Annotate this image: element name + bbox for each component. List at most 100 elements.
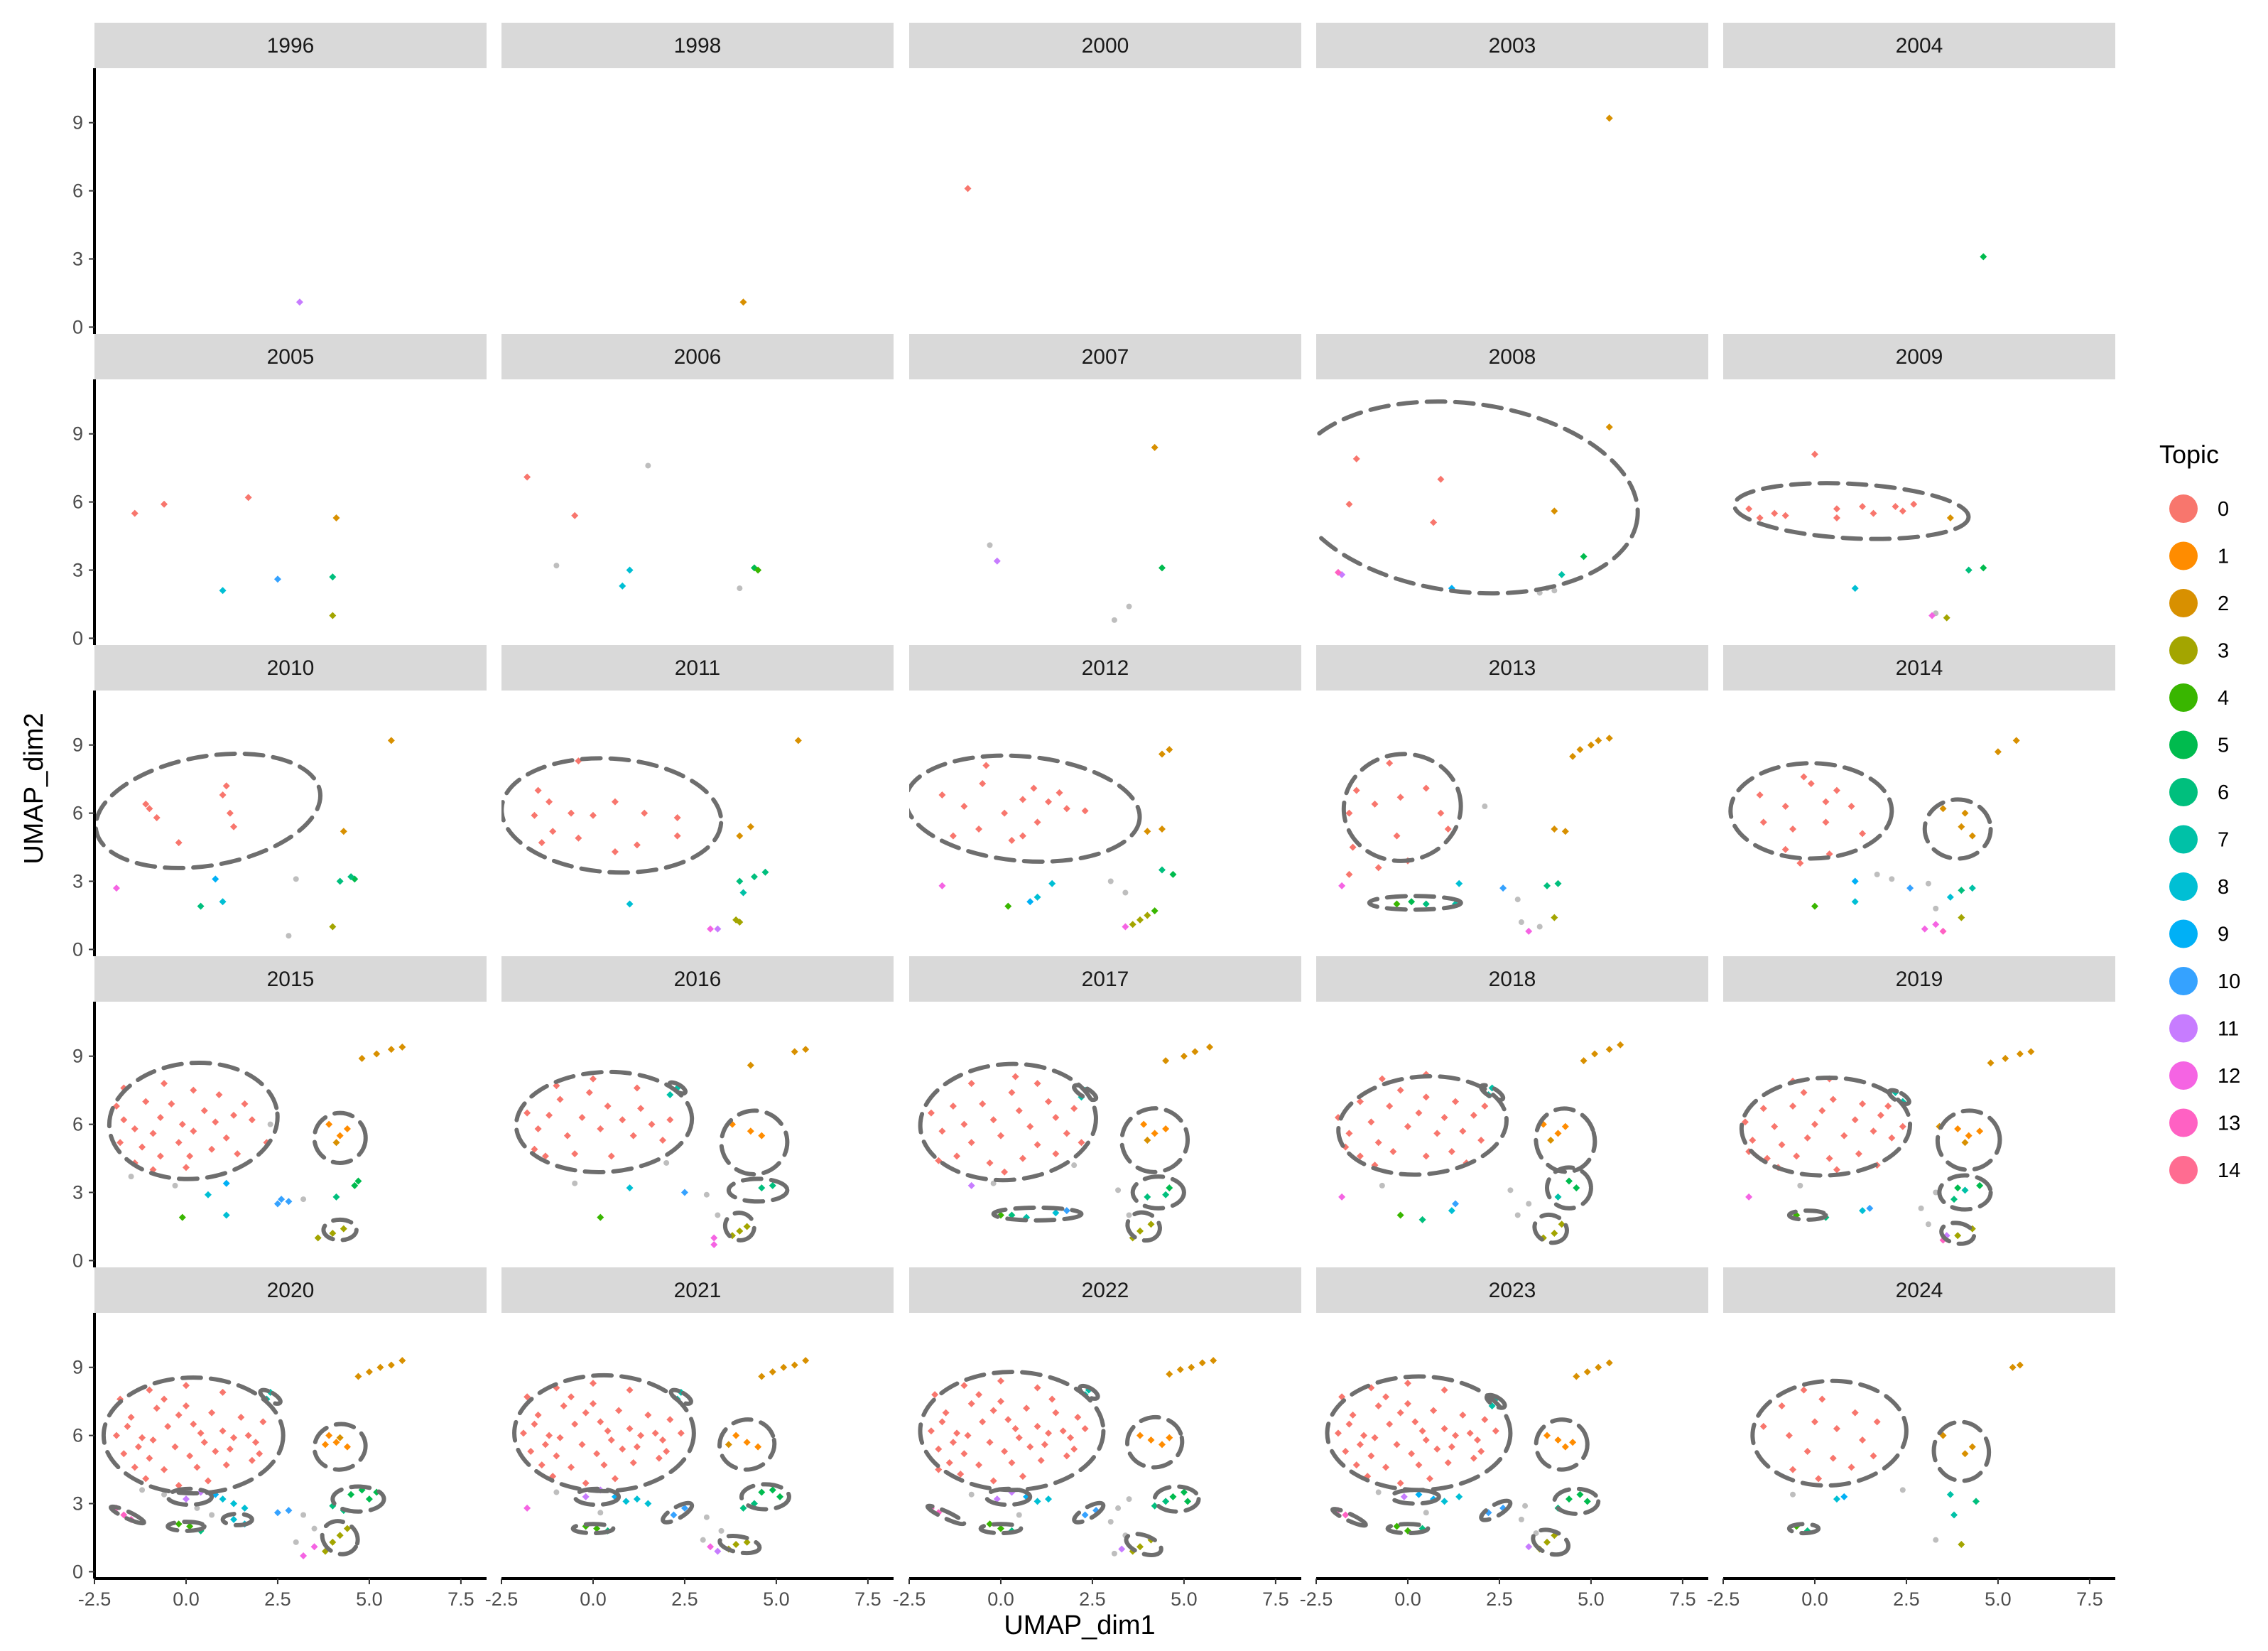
data-point xyxy=(139,1487,146,1493)
data-point xyxy=(1081,807,1089,815)
facet-panel-2015: 2015 0 3 6 9 xyxy=(72,956,487,1271)
data-point xyxy=(1448,1147,1455,1155)
data-point xyxy=(311,1525,318,1532)
data-point xyxy=(1374,1139,1382,1147)
cluster-ellipse xyxy=(1534,1417,1590,1472)
data-point xyxy=(1345,1420,1353,1428)
data-point xyxy=(967,1080,975,1088)
y-tick-label: 6 xyxy=(72,803,83,824)
data-point xyxy=(2016,1050,2024,1058)
data-point xyxy=(149,1436,157,1444)
plot-area xyxy=(1739,1048,2035,1246)
data-point xyxy=(1815,1475,1823,1483)
data-point xyxy=(1115,1187,1122,1193)
data-point xyxy=(1954,1184,1962,1192)
data-point xyxy=(747,1061,754,1069)
facet-strip xyxy=(501,334,894,379)
data-point xyxy=(1851,1116,1859,1124)
data-point xyxy=(629,1132,637,1140)
facet-panel-2016: 2016 xyxy=(501,956,894,1249)
cluster-ellipse xyxy=(918,1370,1106,1493)
cluster-ellipse xyxy=(570,1522,616,1536)
data-point xyxy=(1595,737,1602,745)
data-point xyxy=(747,823,754,830)
data-point xyxy=(1158,866,1166,874)
data-point xyxy=(1001,1447,1009,1455)
data-point xyxy=(1605,735,1613,742)
data-point xyxy=(707,925,715,933)
cluster-ellipse xyxy=(512,1373,696,1493)
legend-title: Topic xyxy=(2159,440,2219,469)
data-point xyxy=(942,1409,950,1417)
x-tick-label: 5.0 xyxy=(1985,1588,2012,1610)
legend-key-2 xyxy=(2169,589,2198,617)
data-point xyxy=(571,511,579,519)
data-point xyxy=(1033,1384,1041,1392)
data-point xyxy=(1573,1184,1580,1192)
data-point xyxy=(208,1145,216,1153)
legend-label: 5 xyxy=(2218,735,2229,757)
data-point xyxy=(1749,1136,1757,1144)
data-point xyxy=(626,1386,634,1394)
data-point xyxy=(1968,1443,1976,1451)
data-point xyxy=(633,1443,641,1451)
data-point xyxy=(175,1481,183,1489)
data-point xyxy=(549,828,557,835)
data-point xyxy=(1041,1441,1048,1449)
y-tick-label: 0 xyxy=(72,1561,83,1582)
data-point xyxy=(1778,1141,1786,1149)
data-point xyxy=(666,1116,674,1124)
data-point xyxy=(1558,1220,1566,1228)
data-point xyxy=(560,1402,568,1410)
cluster-ellipse xyxy=(1532,1212,1569,1245)
data-point xyxy=(1803,1447,1811,1455)
data-point xyxy=(1972,1498,1980,1505)
data-point xyxy=(732,1541,740,1549)
data-point xyxy=(1342,1447,1350,1455)
data-point xyxy=(710,1234,718,1242)
data-point xyxy=(637,1105,645,1113)
plot-area xyxy=(918,1043,1214,1243)
facet-strip xyxy=(94,645,487,691)
data-point xyxy=(1011,1425,1019,1433)
data-point xyxy=(1367,1452,1375,1460)
data-point xyxy=(737,585,743,592)
data-point xyxy=(293,876,299,882)
x-tick-label: 2.5 xyxy=(671,1588,698,1610)
data-point xyxy=(1851,585,1859,592)
data-point xyxy=(1360,1431,1368,1439)
cluster-ellipse xyxy=(312,1422,368,1472)
data-point xyxy=(251,1439,259,1446)
data-point xyxy=(658,1436,666,1444)
data-point xyxy=(1136,1543,1144,1551)
cluster-ellipse xyxy=(1937,1173,1993,1212)
y-tick-label: 0 xyxy=(72,627,83,649)
data-point xyxy=(1576,746,1584,754)
data-point xyxy=(1859,830,1867,838)
data-point xyxy=(1111,1550,1117,1557)
x-tick-label: 2.5 xyxy=(1486,1588,1513,1610)
plot-area xyxy=(964,185,972,193)
data-point xyxy=(1470,1111,1477,1119)
data-point xyxy=(736,919,744,926)
data-point xyxy=(1016,1512,1022,1518)
legend-key-10 xyxy=(2169,967,2198,995)
legend-label: 10 xyxy=(2218,970,2240,993)
cluster-ellipse xyxy=(1077,1383,1100,1401)
data-point xyxy=(1037,1456,1045,1464)
data-point xyxy=(200,1107,208,1115)
data-point xyxy=(615,1407,623,1414)
data-point xyxy=(1884,1103,1892,1110)
data-point xyxy=(340,1225,347,1233)
data-point xyxy=(1352,455,1360,462)
data-point xyxy=(387,1361,395,1369)
data-point xyxy=(1954,1232,1962,1240)
cluster-ellipse xyxy=(661,1500,695,1525)
x-tick-label: 0.0 xyxy=(1394,1588,1421,1610)
data-point xyxy=(1422,900,1430,908)
plot-area xyxy=(107,1043,406,1243)
data-point xyxy=(1371,800,1379,808)
data-point xyxy=(340,828,347,835)
facet-strip xyxy=(1316,1267,1708,1313)
data-point xyxy=(1833,1166,1840,1174)
